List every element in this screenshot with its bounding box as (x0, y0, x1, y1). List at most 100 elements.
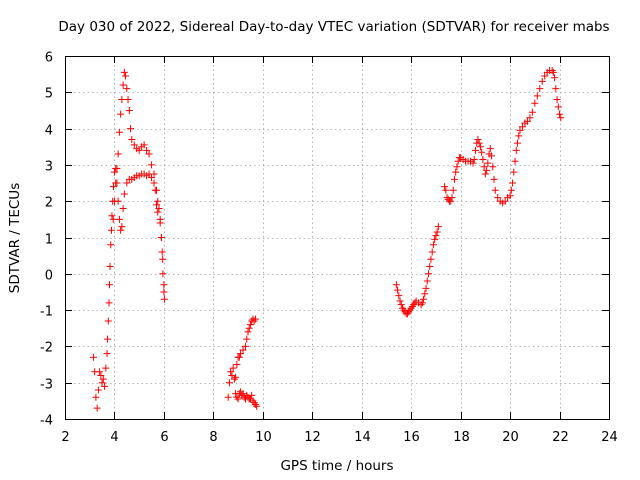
data-point (476, 143, 484, 151)
data-point (120, 190, 128, 198)
data-point (418, 299, 426, 307)
x-tick-label: 22 (552, 430, 569, 445)
data-point (227, 368, 235, 376)
data-point (450, 175, 458, 183)
data-point (471, 146, 479, 154)
data-point (407, 304, 415, 312)
y-tick-label: 4 (45, 124, 53, 139)
data-point (244, 328, 252, 336)
data-point (501, 197, 509, 205)
data-point (245, 324, 253, 332)
data-point (548, 67, 556, 75)
data-point (113, 165, 121, 173)
data-point (237, 350, 245, 358)
data-point (235, 353, 243, 361)
y-tick-label: 0 (45, 269, 53, 284)
data-point (488, 152, 496, 160)
series-segment-1-upper (109, 68, 168, 289)
data-point (103, 350, 111, 358)
data-point (89, 353, 97, 361)
data-point (124, 96, 132, 104)
data-point (233, 361, 241, 369)
data-point (512, 146, 520, 154)
data-point (510, 168, 518, 176)
y-tick-label: 3 (45, 160, 53, 175)
data-point (469, 159, 477, 167)
data-point (155, 204, 163, 212)
data-point (115, 128, 123, 136)
y-tick-label: -1 (40, 305, 53, 320)
series-segment-1-lower (89, 165, 168, 412)
data-point (225, 379, 233, 387)
data-point (152, 201, 160, 209)
x-tick-label: 20 (502, 430, 519, 445)
y-tick-label: 5 (45, 87, 53, 102)
data-point (429, 241, 437, 249)
data-point (251, 400, 259, 408)
data-point (104, 317, 112, 325)
data-point (101, 382, 109, 390)
data-point (507, 186, 515, 194)
data-point (104, 335, 112, 343)
data-point (105, 299, 113, 307)
data-point (143, 146, 151, 154)
data-point (125, 106, 133, 114)
data-point (536, 85, 544, 93)
data-point (243, 335, 251, 343)
data-point (392, 281, 400, 289)
x-tick-label: 4 (110, 430, 118, 445)
x-tick-label: 6 (160, 430, 168, 445)
data-point (417, 301, 425, 309)
y-tick-label: 2 (45, 196, 53, 211)
data-point (484, 159, 492, 167)
data-point (408, 302, 416, 310)
data-point (453, 163, 461, 171)
y-tick-label: 6 (45, 51, 53, 66)
data-point (96, 368, 104, 376)
data-point (449, 186, 457, 194)
data-point (428, 248, 436, 256)
data-point (160, 281, 168, 289)
data-point (426, 263, 434, 271)
data-point (480, 163, 488, 171)
data-point (109, 215, 117, 223)
data-point (158, 248, 166, 256)
data-point (159, 255, 167, 263)
y-tick-label: 1 (45, 233, 53, 248)
data-point (98, 379, 106, 387)
data-point (117, 110, 125, 118)
data-point (145, 150, 153, 158)
series-segment-3 (392, 67, 565, 318)
series-segment-2-upper (224, 315, 259, 401)
data-point (130, 141, 138, 149)
chart-title: Day 030 of 2022, Sidereal Day-to-day VTE… (58, 19, 609, 35)
series-segment-2-lower (232, 388, 261, 410)
data-point (154, 208, 162, 216)
data-point (420, 295, 428, 303)
data-point (397, 301, 405, 309)
data-point (117, 226, 125, 234)
y-tick-label: -2 (40, 341, 53, 356)
data-point (92, 393, 100, 401)
data-point (118, 96, 126, 104)
data-point (123, 85, 131, 93)
data-point (94, 386, 102, 394)
data-point (399, 304, 407, 312)
data-point (118, 223, 126, 231)
data-point (160, 288, 168, 296)
data-point (424, 270, 432, 278)
data-point (470, 155, 478, 163)
data-point (127, 125, 135, 133)
data-point (434, 223, 442, 231)
data-point (452, 168, 460, 176)
data-point (128, 135, 136, 143)
data-point (441, 183, 449, 191)
data-point (250, 317, 258, 325)
data-point (481, 170, 489, 178)
data-point (108, 212, 116, 220)
data-point (557, 114, 565, 122)
data-point (106, 263, 114, 271)
data-point (233, 393, 241, 401)
data-point (140, 141, 148, 149)
x-tick-label: 12 (304, 430, 321, 445)
